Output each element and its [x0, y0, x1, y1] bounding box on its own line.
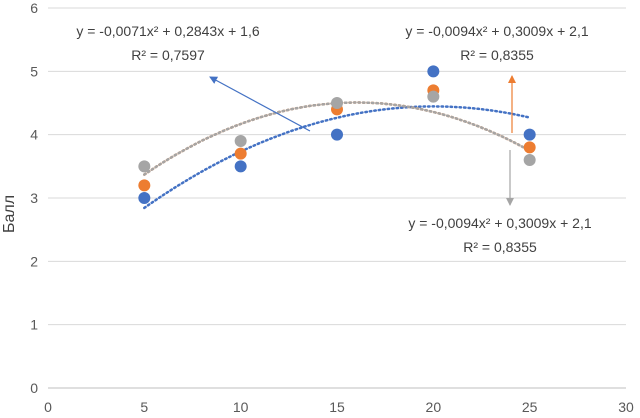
trend-equation-2: y = -0,0094x² + 0,3009x + 2,1	[405, 23, 589, 39]
point-series-3-4	[427, 90, 440, 103]
point-series-3-5	[523, 154, 536, 166]
x-tick-5: 25	[522, 399, 538, 415]
x-tick-0: 0	[44, 399, 52, 415]
trendline-series-1	[143, 105, 531, 210]
point-series-2-1	[138, 179, 151, 192]
trend-r2-1: R² = 0,7597	[131, 47, 205, 63]
y-tick-3: 3	[30, 190, 38, 206]
y-tick-0: 0	[30, 380, 38, 396]
axes: 0 1 2 3 4 5 6 0 5 10 15 20 25 30	[30, 0, 634, 415]
annotation-arrow-1	[209, 76, 311, 132]
point-series-1-4	[427, 65, 440, 78]
trend-r2-2: R² = 0,8355	[460, 47, 534, 63]
point-series-1-3	[331, 128, 343, 141]
y-tick-5: 5	[30, 63, 38, 79]
point-series-1-5	[523, 128, 536, 141]
point-series-3-3	[331, 97, 343, 109]
y-axis-label: Балл	[1, 195, 18, 233]
x-tick-1: 5	[140, 399, 148, 415]
point-series-1-1	[138, 192, 151, 204]
trend-equation-3: y = -0,0094x² + 0,3009x + 2,1	[408, 215, 592, 231]
trend-r2-3: R² = 0,8355	[463, 239, 537, 255]
y-tick-2: 2	[30, 253, 38, 269]
trendlines	[143, 101, 531, 210]
y-tick-6: 6	[30, 0, 38, 16]
x-tick-3: 15	[329, 399, 345, 415]
trend-equation-1: y = -0,0071x² + 0,2843x + 1,6	[76, 23, 260, 39]
y-tick-4: 4	[30, 127, 38, 143]
data-points	[138, 65, 536, 204]
point-series-3-2	[234, 135, 247, 147]
y-tick-1: 1	[30, 317, 38, 333]
annotation-arrows	[209, 75, 516, 206]
point-series-2-2	[234, 147, 247, 160]
point-series-2-5	[523, 141, 536, 154]
annotation-labels: y = -0,0071x² + 0,2843x + 1,6 R² = 0,759…	[76, 23, 592, 255]
point-series-1-2	[234, 160, 247, 173]
x-tick-6: 30	[618, 399, 634, 415]
point-series-3-1	[138, 160, 151, 173]
x-tick-2: 10	[233, 399, 249, 415]
x-tick-4: 20	[426, 399, 442, 415]
